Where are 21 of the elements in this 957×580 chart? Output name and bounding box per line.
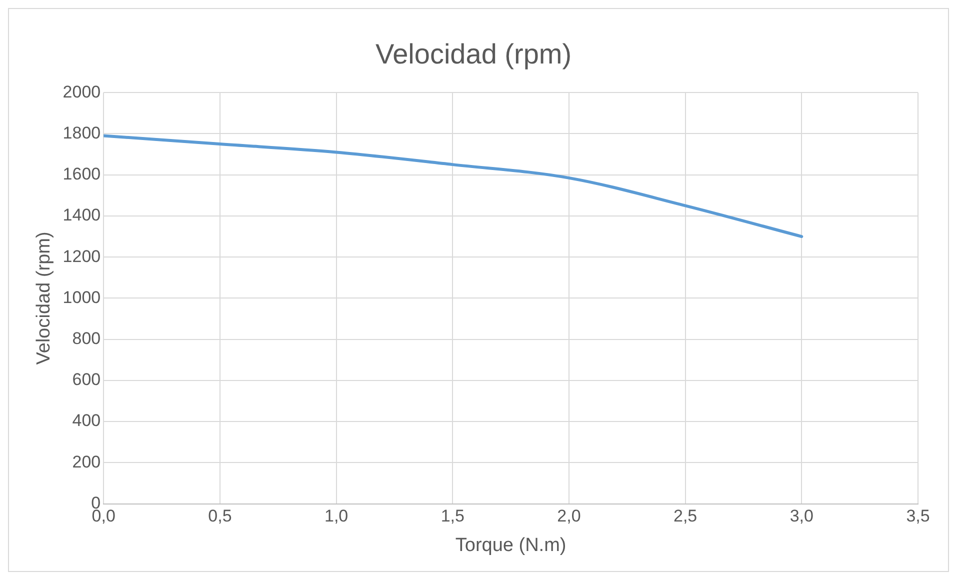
y-tick-label: 800 — [72, 329, 101, 348]
x-tick-label: 1,5 — [440, 506, 464, 526]
y-tick-label: 1200 — [62, 246, 101, 266]
x-tick-label: 3,0 — [790, 506, 814, 526]
y-tick-label: 600 — [72, 370, 101, 390]
x-axis-title: Torque (N.m) — [455, 534, 566, 556]
x-tick-label: 0,5 — [208, 506, 232, 526]
y-tick-label: 1000 — [62, 288, 101, 307]
y-tick-label: 1600 — [62, 164, 101, 184]
x-tick-label: 2,0 — [557, 506, 581, 526]
x-tick-label: 1,0 — [324, 506, 348, 526]
y-tick-label: 200 — [72, 452, 101, 472]
x-tick-label: 2,5 — [674, 506, 698, 526]
y-tick-label: 400 — [72, 411, 101, 430]
y-tick-label: 2000 — [62, 82, 101, 102]
y-tick-label: 1400 — [62, 206, 101, 225]
chart-title: Velocidad (rpm) — [375, 38, 572, 70]
line-series — [104, 134, 804, 238]
y-tick-label: 1800 — [62, 123, 101, 142]
x-tick-label: 3,5 — [906, 506, 930, 526]
y-axis-title: Velocidad (rpm) — [34, 232, 55, 365]
